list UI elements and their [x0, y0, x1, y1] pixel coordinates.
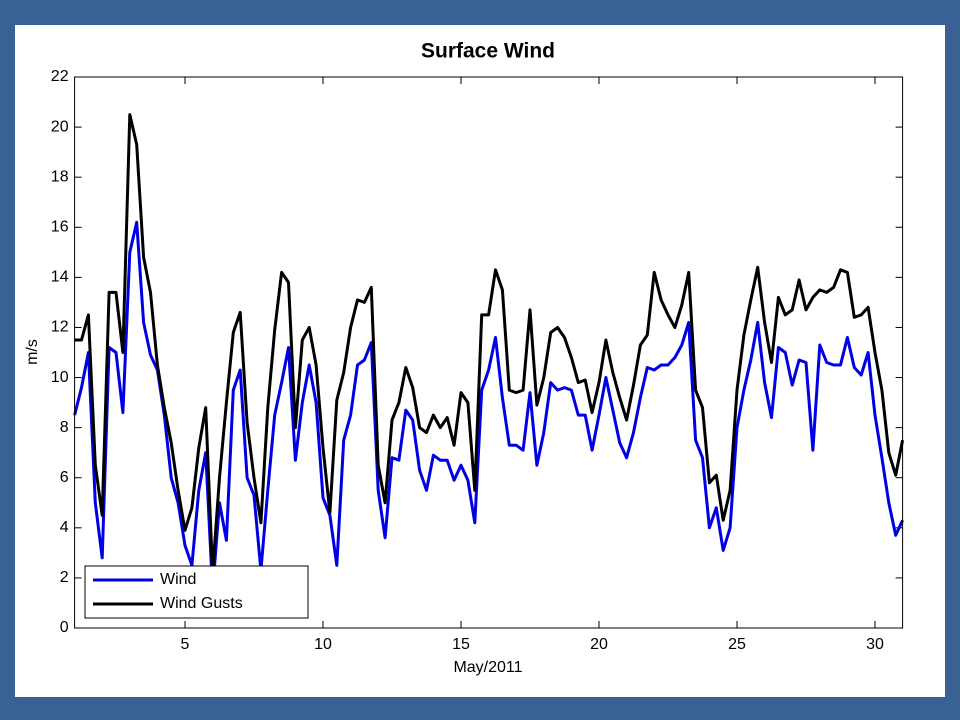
y-tick-label: 22 — [51, 68, 69, 85]
legend-label: Wind Gusts — [160, 595, 243, 612]
x-tick-label: 10 — [314, 636, 332, 653]
y-tick-label: 16 — [51, 218, 69, 235]
y-tick-label: 2 — [60, 569, 69, 586]
y-tick-label: 14 — [51, 269, 69, 286]
chart-title: Surface Wind — [421, 40, 555, 63]
y-tick-label: 12 — [51, 319, 69, 336]
x-tick-label: 5 — [181, 636, 190, 653]
y-tick-label: 20 — [51, 118, 69, 135]
x-tick-label: 15 — [452, 636, 470, 653]
x-tick-label: 20 — [590, 636, 608, 653]
y-tick-label: 4 — [60, 519, 69, 536]
legend — [84, 565, 309, 619]
x-tick-label: 30 — [866, 636, 884, 653]
y-tick-label: 8 — [60, 419, 69, 436]
y-axis-label: m/s — [24, 339, 41, 365]
y-tick-label: 10 — [51, 369, 69, 386]
y-tick-label: 6 — [60, 469, 69, 486]
x-tick-label: 25 — [728, 636, 746, 653]
plot-frame — [74, 76, 904, 629]
legend-label: Wind — [160, 571, 196, 588]
x-axis-label: May/2011 — [453, 659, 522, 676]
y-tick-label: 18 — [51, 168, 69, 185]
y-tick-label: 0 — [60, 619, 69, 636]
